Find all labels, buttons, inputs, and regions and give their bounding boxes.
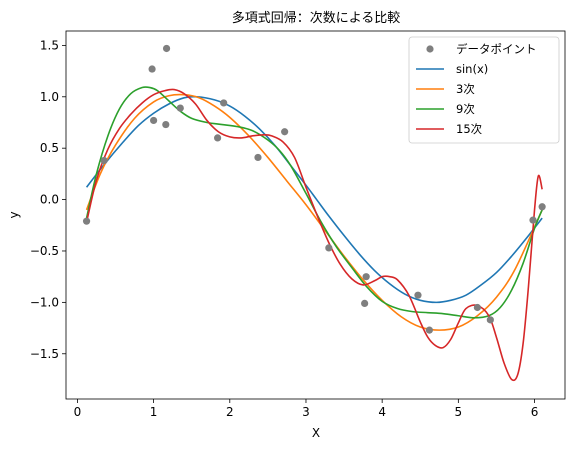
- data-point-5: [162, 120, 170, 129]
- y-axis-ticks: −1.5 −1.0 −0.5 0.0 0.5 1.0 1.5: [30, 38, 66, 361]
- scatter-points: [82, 44, 546, 334]
- y-tick-label: 1.5: [40, 38, 59, 52]
- x-tick-label: 5: [455, 405, 463, 419]
- x-tick-label: 1: [150, 405, 158, 419]
- x-tick-label: 6: [531, 405, 539, 419]
- legend-label-4: 15次: [456, 122, 483, 136]
- data-point-4: [150, 116, 158, 125]
- data-point-1: [82, 217, 91, 225]
- y-tick-label: 0.0: [40, 193, 59, 207]
- data-point-3: [148, 65, 156, 73]
- data-point-11: [281, 128, 289, 136]
- data-point-6: [162, 44, 171, 53]
- data-point-2: [100, 156, 108, 165]
- legend-label-2: 3次: [456, 82, 475, 96]
- legend-label-points: データポイント: [456, 42, 537, 56]
- data-point-19: [529, 216, 537, 224]
- legend-items: データポイント sin(x) 3次 9次 15次: [416, 42, 537, 136]
- legend: データポイント sin(x) 3次 9次 15次: [408, 36, 560, 144]
- series-line-3: [85, 86, 543, 319]
- x-tick-label: 3: [302, 405, 310, 419]
- data-point-7: [176, 104, 184, 112]
- legend-label-3: 9次: [456, 102, 475, 116]
- data-point-18: [486, 316, 494, 324]
- x-axis-ticks: 0 1 2 3 4 5 6: [74, 399, 539, 419]
- data-point-17: [473, 303, 481, 312]
- data-point-10: [254, 153, 262, 162]
- series-layer: [85, 86, 543, 382]
- x-tick-label: 2: [226, 405, 234, 419]
- series-line-2: [85, 93, 543, 331]
- y-tick-label: −1.0: [30, 295, 59, 309]
- y-tick-label: 0.5: [40, 141, 59, 155]
- legend-label-1: sin(x): [456, 62, 488, 76]
- y-tick-label: −1.5: [30, 347, 59, 361]
- y-axis-label: y: [7, 211, 21, 218]
- data-point-8: [214, 134, 222, 142]
- y-tick-label: 1.0: [40, 90, 59, 104]
- legend-marker-points: [426, 45, 434, 53]
- series-line-4: [85, 88, 543, 382]
- data-point-15: [414, 291, 422, 299]
- legend-box: [408, 36, 560, 144]
- data-point-13: [361, 299, 369, 308]
- y-tick-label: −0.5: [30, 244, 59, 258]
- x-tick-label: 4: [378, 405, 386, 419]
- data-point-16: [425, 326, 433, 334]
- data-point-20: [538, 203, 546, 211]
- data-point-14: [362, 273, 370, 281]
- data-point-9: [220, 99, 228, 107]
- x-axis-label: X: [312, 426, 320, 440]
- plot-border: [65, 30, 566, 400]
- x-tick-label: 0: [74, 405, 82, 419]
- chart-title: 多項式回帰：次数による比較: [232, 10, 401, 26]
- data-point-12: [325, 244, 333, 252]
- series-line-1: [85, 95, 543, 304]
